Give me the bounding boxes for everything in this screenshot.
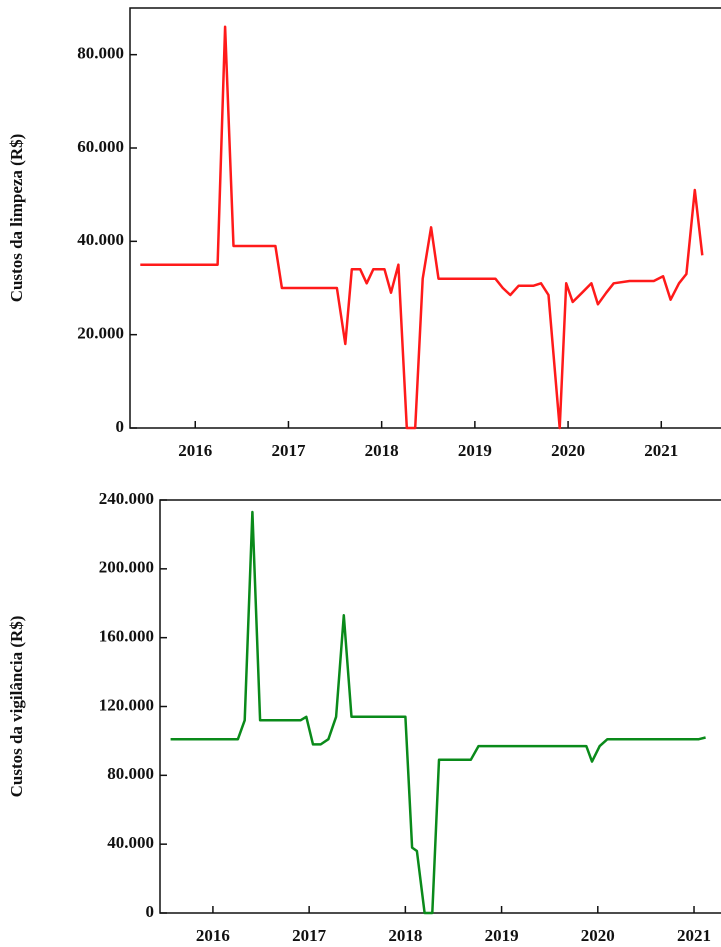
plot-frame [129, 7, 721, 429]
x-tick-label: 2021 [677, 926, 711, 945]
y-axis-title: Custos da limpeza (R$) [7, 134, 26, 303]
y-tick-label: 200.000 [99, 558, 154, 577]
x-tick-label: 2021 [644, 441, 678, 460]
y-tick-label: 0 [116, 417, 125, 436]
y-tick-label: 40.000 [107, 833, 154, 852]
x-tick-label: 2019 [458, 441, 492, 460]
y-tick-label: 0 [146, 902, 155, 921]
y-tick-label: 120.000 [99, 695, 154, 714]
x-tick-label: 2016 [178, 441, 212, 460]
y-tick-label: 60.000 [77, 137, 124, 156]
x-tick-label: 2019 [485, 926, 519, 945]
data-line [170, 510, 706, 915]
x-tick-label: 2018 [388, 926, 422, 945]
x-tick-label: 2016 [196, 926, 230, 945]
x-tick-label: 2017 [292, 926, 327, 945]
y-tick-label: 80.000 [77, 44, 124, 63]
x-tick-label: 2020 [581, 926, 615, 945]
y-tick-label: 160.000 [99, 627, 154, 646]
y-tick-label: 80.000 [107, 764, 154, 783]
x-tick-label: 2018 [365, 441, 399, 460]
data-line [140, 25, 704, 430]
x-tick-label: 2017 [271, 441, 306, 460]
y-tick-label: 40.000 [77, 230, 124, 249]
y-axis-title: Custos da vigilância (R$) [7, 616, 26, 798]
y-tick-label: 20.000 [77, 324, 124, 343]
y-tick-label: 240.000 [99, 489, 154, 508]
x-tick-label: 2020 [551, 441, 585, 460]
